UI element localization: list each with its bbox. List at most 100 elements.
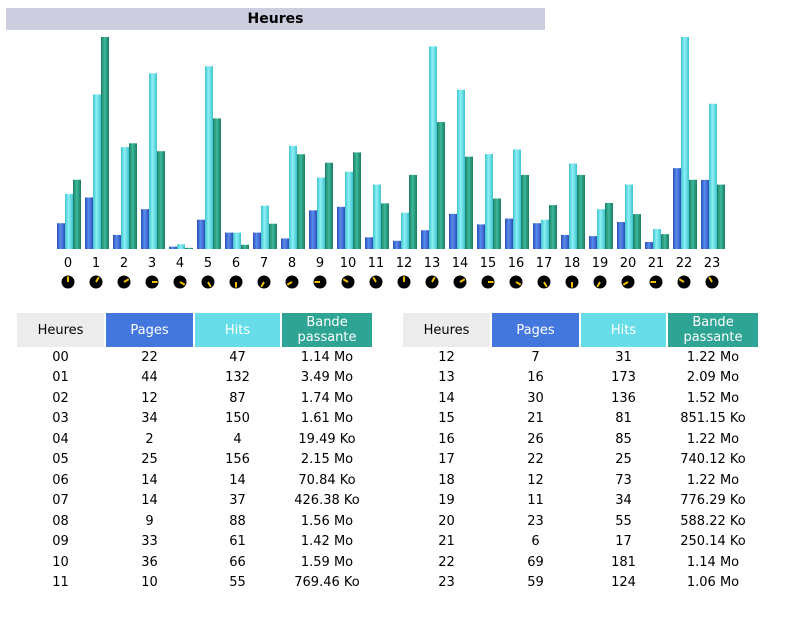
cell-bandwidth: 19.49 Ko bbox=[298, 431, 356, 447]
bar-pages bbox=[393, 240, 401, 249]
hour-tick-label: 20 bbox=[620, 256, 637, 271]
bar-bandwidth bbox=[185, 247, 193, 249]
cell-pages: 14 bbox=[141, 472, 158, 488]
bar-hits bbox=[205, 66, 213, 249]
col-header-hits: Hits bbox=[195, 313, 280, 347]
cell-pages: 30 bbox=[527, 390, 544, 406]
cell-pages: 34 bbox=[141, 411, 158, 427]
clock-icon bbox=[705, 275, 719, 289]
cell-bandwidth: 3.49 Mo bbox=[300, 370, 354, 386]
table-row: 17 22 25 740.12 Ko bbox=[403, 450, 758, 471]
cell-hits: 31 bbox=[615, 349, 632, 365]
table-row: 00 22 47 1.14 Mo bbox=[17, 347, 372, 368]
cell-pages: 36 bbox=[141, 554, 158, 570]
bar-pages bbox=[113, 234, 121, 249]
cell-pages: 2 bbox=[145, 431, 154, 447]
cell-bandwidth: 1.61 Mo bbox=[300, 411, 354, 427]
bar-hits bbox=[289, 145, 297, 249]
cell-hour: 14 bbox=[438, 390, 455, 406]
bar-pages bbox=[365, 237, 373, 249]
table-row: 14 30 136 1.52 Mo bbox=[403, 388, 758, 409]
cell-hits: 87 bbox=[229, 390, 246, 406]
cell-hits: 150 bbox=[225, 411, 250, 427]
cell-bandwidth: 1.22 Mo bbox=[686, 472, 740, 488]
cell-pages: 6 bbox=[531, 534, 540, 550]
cell-pages: 33 bbox=[141, 534, 158, 550]
cell-hits: 85 bbox=[615, 431, 632, 447]
clock-icon bbox=[509, 275, 523, 289]
table-body-left: 00 22 47 1.14 Mo 01 44 132 3.49 Mo 02 12 87 1.74 Mo… bbox=[17, 347, 372, 593]
bar-hits bbox=[345, 171, 353, 249]
cell-hour: 15 bbox=[438, 411, 455, 427]
bar-bandwidth bbox=[577, 174, 585, 249]
cell-hour: 22 bbox=[438, 554, 455, 570]
table-row: 09 33 61 1.42 Mo bbox=[17, 532, 372, 553]
cell-hits: 34 bbox=[615, 493, 632, 509]
cell-hour: 17 bbox=[438, 452, 455, 468]
bar-hits bbox=[401, 212, 409, 249]
cell-hour: 06 bbox=[52, 472, 69, 488]
cell-hour: 10 bbox=[52, 554, 69, 570]
cell-pages: 7 bbox=[531, 349, 540, 365]
cell-hits: 37 bbox=[229, 493, 246, 509]
bar-bandwidth bbox=[129, 143, 137, 249]
clock-icon bbox=[145, 275, 159, 289]
hour-tick-label: 4 bbox=[176, 256, 184, 271]
cell-bandwidth: 1.42 Mo bbox=[300, 534, 354, 550]
col-header-pages: Pages bbox=[106, 313, 193, 347]
table-row: 21 6 17 250.14 Ko bbox=[403, 532, 758, 553]
bar-hits bbox=[177, 244, 185, 249]
bar-pages bbox=[421, 230, 429, 249]
bar-pages bbox=[449, 213, 457, 249]
clock-icon bbox=[425, 275, 439, 289]
clock-icon bbox=[593, 275, 607, 289]
hour-tick-label: 23 bbox=[704, 256, 721, 271]
bar-pages bbox=[645, 241, 653, 249]
hour-tick-label: 2 bbox=[120, 256, 128, 271]
clock-icon bbox=[341, 275, 355, 289]
bar-bandwidth bbox=[353, 152, 361, 249]
table-row: 18 12 73 1.22 Mo bbox=[403, 470, 758, 491]
cell-bandwidth: 70.84 Ko bbox=[298, 472, 356, 488]
table-row: 13 16 173 2.09 Mo bbox=[403, 368, 758, 389]
cell-hour: 21 bbox=[438, 534, 455, 550]
table-row: 10 36 66 1.59 Mo bbox=[17, 552, 372, 573]
hour-tick-label: 6 bbox=[232, 256, 240, 271]
bar-hits bbox=[569, 163, 577, 249]
col-header-bandwidth: Bande passante bbox=[668, 313, 758, 347]
bar-bandwidth bbox=[605, 202, 613, 249]
cell-pages: 69 bbox=[527, 554, 544, 570]
table-row: 22 69 181 1.14 Mo bbox=[403, 552, 758, 573]
clock-icon bbox=[61, 275, 75, 289]
cell-hour: 05 bbox=[52, 452, 69, 468]
cell-hour: 03 bbox=[52, 411, 69, 427]
bar-hits bbox=[373, 184, 381, 249]
cell-hits: 47 bbox=[229, 349, 246, 365]
cell-hour: 00 bbox=[52, 349, 69, 365]
hour-tick-label: 1 bbox=[92, 256, 100, 271]
cell-hour: 11 bbox=[52, 575, 69, 591]
bar-bandwidth bbox=[325, 162, 333, 249]
col-header-pages: Pages bbox=[492, 313, 579, 347]
cell-pages: 10 bbox=[141, 575, 158, 591]
clock-icon bbox=[201, 275, 215, 289]
table-row: 08 9 88 1.56 Mo bbox=[17, 511, 372, 532]
bar-hits bbox=[457, 89, 465, 249]
bar-pages bbox=[561, 234, 569, 249]
table-row: 20 23 55 588.22 Ko bbox=[403, 511, 758, 532]
cell-pages: 25 bbox=[141, 452, 158, 468]
bar-pages bbox=[701, 179, 709, 249]
cell-pages: 22 bbox=[141, 349, 158, 365]
bar-bandwidth bbox=[269, 223, 277, 249]
cell-bandwidth: 1.22 Mo bbox=[686, 431, 740, 447]
cell-hits: 124 bbox=[611, 575, 636, 591]
bar-bandwidth bbox=[381, 203, 389, 249]
cell-pages: 12 bbox=[527, 472, 544, 488]
bar-pages bbox=[505, 218, 513, 249]
cell-bandwidth: 588.22 Ko bbox=[680, 513, 746, 529]
bar-bandwidth bbox=[717, 184, 725, 249]
bar-bandwidth bbox=[689, 179, 697, 249]
hour-tick-label: 19 bbox=[592, 256, 609, 271]
table-row: 01 44 132 3.49 Mo bbox=[17, 368, 372, 389]
cell-hits: 61 bbox=[229, 534, 246, 550]
